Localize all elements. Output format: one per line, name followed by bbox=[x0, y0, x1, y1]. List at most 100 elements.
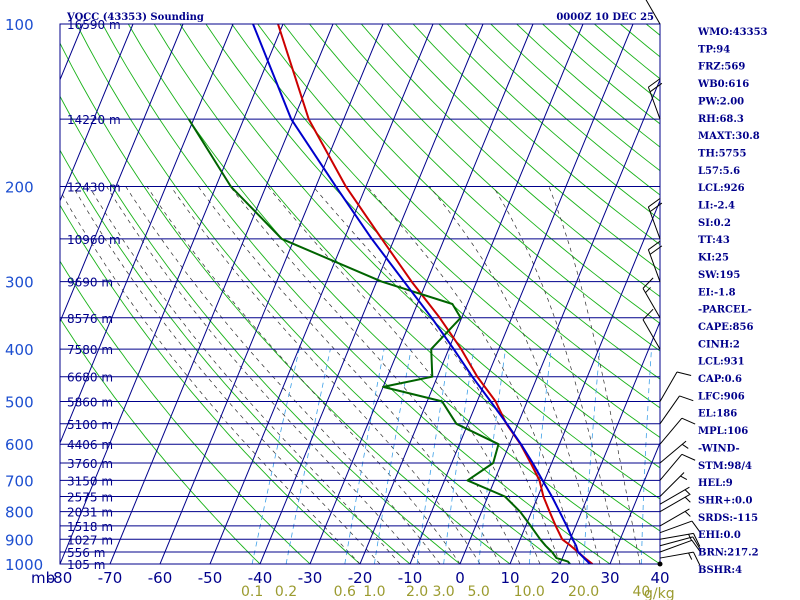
index-item: -WIND- bbox=[698, 443, 740, 454]
pressure-tick-label: 200 bbox=[5, 179, 34, 197]
wind-barb-feather bbox=[691, 540, 701, 553]
index-item: MPL:106 bbox=[698, 426, 748, 437]
wind-barb-half-feather bbox=[681, 443, 689, 449]
temperature-tick-label: -10 bbox=[398, 569, 423, 587]
wind-barb-feather bbox=[676, 371, 692, 377]
isotherm bbox=[159, 24, 384, 564]
index-item: WMO:43353 bbox=[697, 27, 768, 38]
index-item: PW:2.00 bbox=[698, 96, 744, 107]
dewpoint-trace bbox=[187, 118, 571, 564]
wind-barb-staff bbox=[659, 417, 683, 445]
wind-barb-feather bbox=[681, 417, 696, 425]
index-item: BSHR:4 bbox=[698, 565, 742, 576]
dry-adiabat bbox=[60, 149, 411, 564]
index-item: CAPE:856 bbox=[698, 322, 753, 333]
index-item: HEL:9 bbox=[698, 478, 733, 489]
pressure-tick-label: 700 bbox=[5, 472, 34, 490]
index-item: TH:5755 bbox=[698, 148, 746, 159]
wind-barb-staff bbox=[647, 86, 661, 120]
wind-barb-half-feather bbox=[680, 475, 688, 480]
wind-barb-feather bbox=[648, 78, 661, 88]
mixing-ratio-line bbox=[251, 349, 300, 564]
wind-barb bbox=[647, 240, 663, 282]
mixing-ratio-label: 3.0 bbox=[432, 584, 454, 600]
index-item: TT:43 bbox=[698, 235, 730, 246]
index-item: LCL:931 bbox=[698, 357, 745, 368]
wind-barb-half-feather bbox=[645, 287, 651, 294]
wind-barb bbox=[659, 536, 701, 550]
pressure-tick-label: 500 bbox=[5, 393, 34, 411]
wind-barb bbox=[657, 561, 663, 567]
index-item: SW:195 bbox=[698, 270, 740, 281]
temperature-tick-label: -70 bbox=[98, 569, 123, 587]
temperature-tick-label: -20 bbox=[348, 569, 373, 587]
height-label: 2031 m bbox=[67, 506, 113, 520]
wind-barbs bbox=[642, 0, 701, 567]
index-item: LFC:906 bbox=[698, 391, 745, 402]
wind-barb-half-feather bbox=[684, 496, 691, 503]
mixing-ratio-label: 0.2 bbox=[275, 584, 297, 600]
calm-wind-marker bbox=[657, 561, 663, 567]
height-label: 7580 m bbox=[67, 343, 113, 357]
index-item: LI:-2.4 bbox=[698, 201, 735, 212]
temperature-tick-label: -50 bbox=[198, 569, 223, 587]
wind-barb bbox=[659, 539, 701, 553]
temperature-tick-label: -80 bbox=[48, 569, 73, 587]
height-label: 2575 m bbox=[67, 491, 113, 505]
wind-barb-feather bbox=[648, 240, 661, 251]
temperature-tick-label: 10 bbox=[500, 569, 519, 587]
pressure-tick-label: 800 bbox=[5, 504, 34, 522]
wind-barb-staff bbox=[659, 472, 685, 497]
index-item: L57:5.6 bbox=[698, 166, 740, 177]
mixing-ratio-label: 2.0 bbox=[406, 584, 428, 600]
height-label: 556 m bbox=[67, 546, 105, 560]
wind-barb-feather bbox=[648, 197, 661, 208]
height-label: 8576 m bbox=[67, 312, 113, 326]
moist-adiabat bbox=[429, 186, 601, 564]
wind-barb bbox=[659, 472, 688, 497]
isotherm bbox=[109, 24, 334, 564]
temperature-tick-label: -30 bbox=[298, 569, 323, 587]
index-item: EHI:0.0 bbox=[698, 530, 741, 541]
wind-barb-feather bbox=[649, 245, 663, 255]
wind-barb-feather bbox=[649, 202, 663, 213]
wind-barb-staff bbox=[659, 536, 693, 547]
wind-barb bbox=[659, 440, 689, 464]
pressure-tick-label: 900 bbox=[5, 531, 34, 549]
mixing-ratio-label: 0.1 bbox=[241, 584, 263, 600]
wind-barb-staff bbox=[647, 206, 661, 240]
height-label: 6680 m bbox=[67, 371, 113, 385]
wind-barb-staff bbox=[659, 520, 693, 534]
wind-barb-staff bbox=[659, 532, 694, 540]
wind-barb bbox=[659, 453, 696, 481]
chart-title: VOCC (43353) Sounding bbox=[66, 12, 204, 23]
index-item: WB0:616 bbox=[697, 79, 749, 90]
index-item: MAXT:30.8 bbox=[698, 131, 760, 142]
parcel-trace bbox=[252, 24, 591, 564]
index-item: KI:25 bbox=[698, 253, 729, 264]
index-panel: WMO:43353 TP:94 FRZ:569 WB0:616 PW:2.00 RH:68… bbox=[697, 27, 768, 576]
wind-barb bbox=[659, 395, 694, 425]
dry-adiabat bbox=[619, 24, 660, 58]
wind-barb-feather bbox=[642, 308, 654, 321]
isotherm bbox=[60, 24, 234, 445]
moist-adiabat bbox=[72, 186, 381, 564]
isotherm bbox=[559, 320, 660, 564]
mixing-ratio-label: 40 bbox=[632, 584, 650, 600]
wind-barb-half-feather bbox=[684, 511, 691, 517]
height-label: 16590 m bbox=[67, 18, 121, 32]
dry-adiabat bbox=[60, 204, 361, 564]
wind-barb-feather bbox=[693, 551, 701, 566]
temperature-tick-label: 0 bbox=[455, 569, 465, 587]
isotherm bbox=[359, 24, 584, 564]
pressure-tick-label: 400 bbox=[5, 341, 34, 359]
wind-barb-half-feather bbox=[688, 534, 693, 542]
wind-barb bbox=[642, 308, 661, 350]
pressure-tick-label: 100 bbox=[5, 16, 34, 34]
mixing-ratio-label: 20.0 bbox=[568, 584, 599, 600]
wind-barb-feather bbox=[649, 82, 663, 93]
wind-barb bbox=[659, 520, 701, 534]
wind-barb-staff bbox=[659, 440, 687, 464]
isotherm bbox=[459, 78, 660, 564]
chart-date: 0000Z 10 DEC 25 bbox=[556, 12, 654, 23]
